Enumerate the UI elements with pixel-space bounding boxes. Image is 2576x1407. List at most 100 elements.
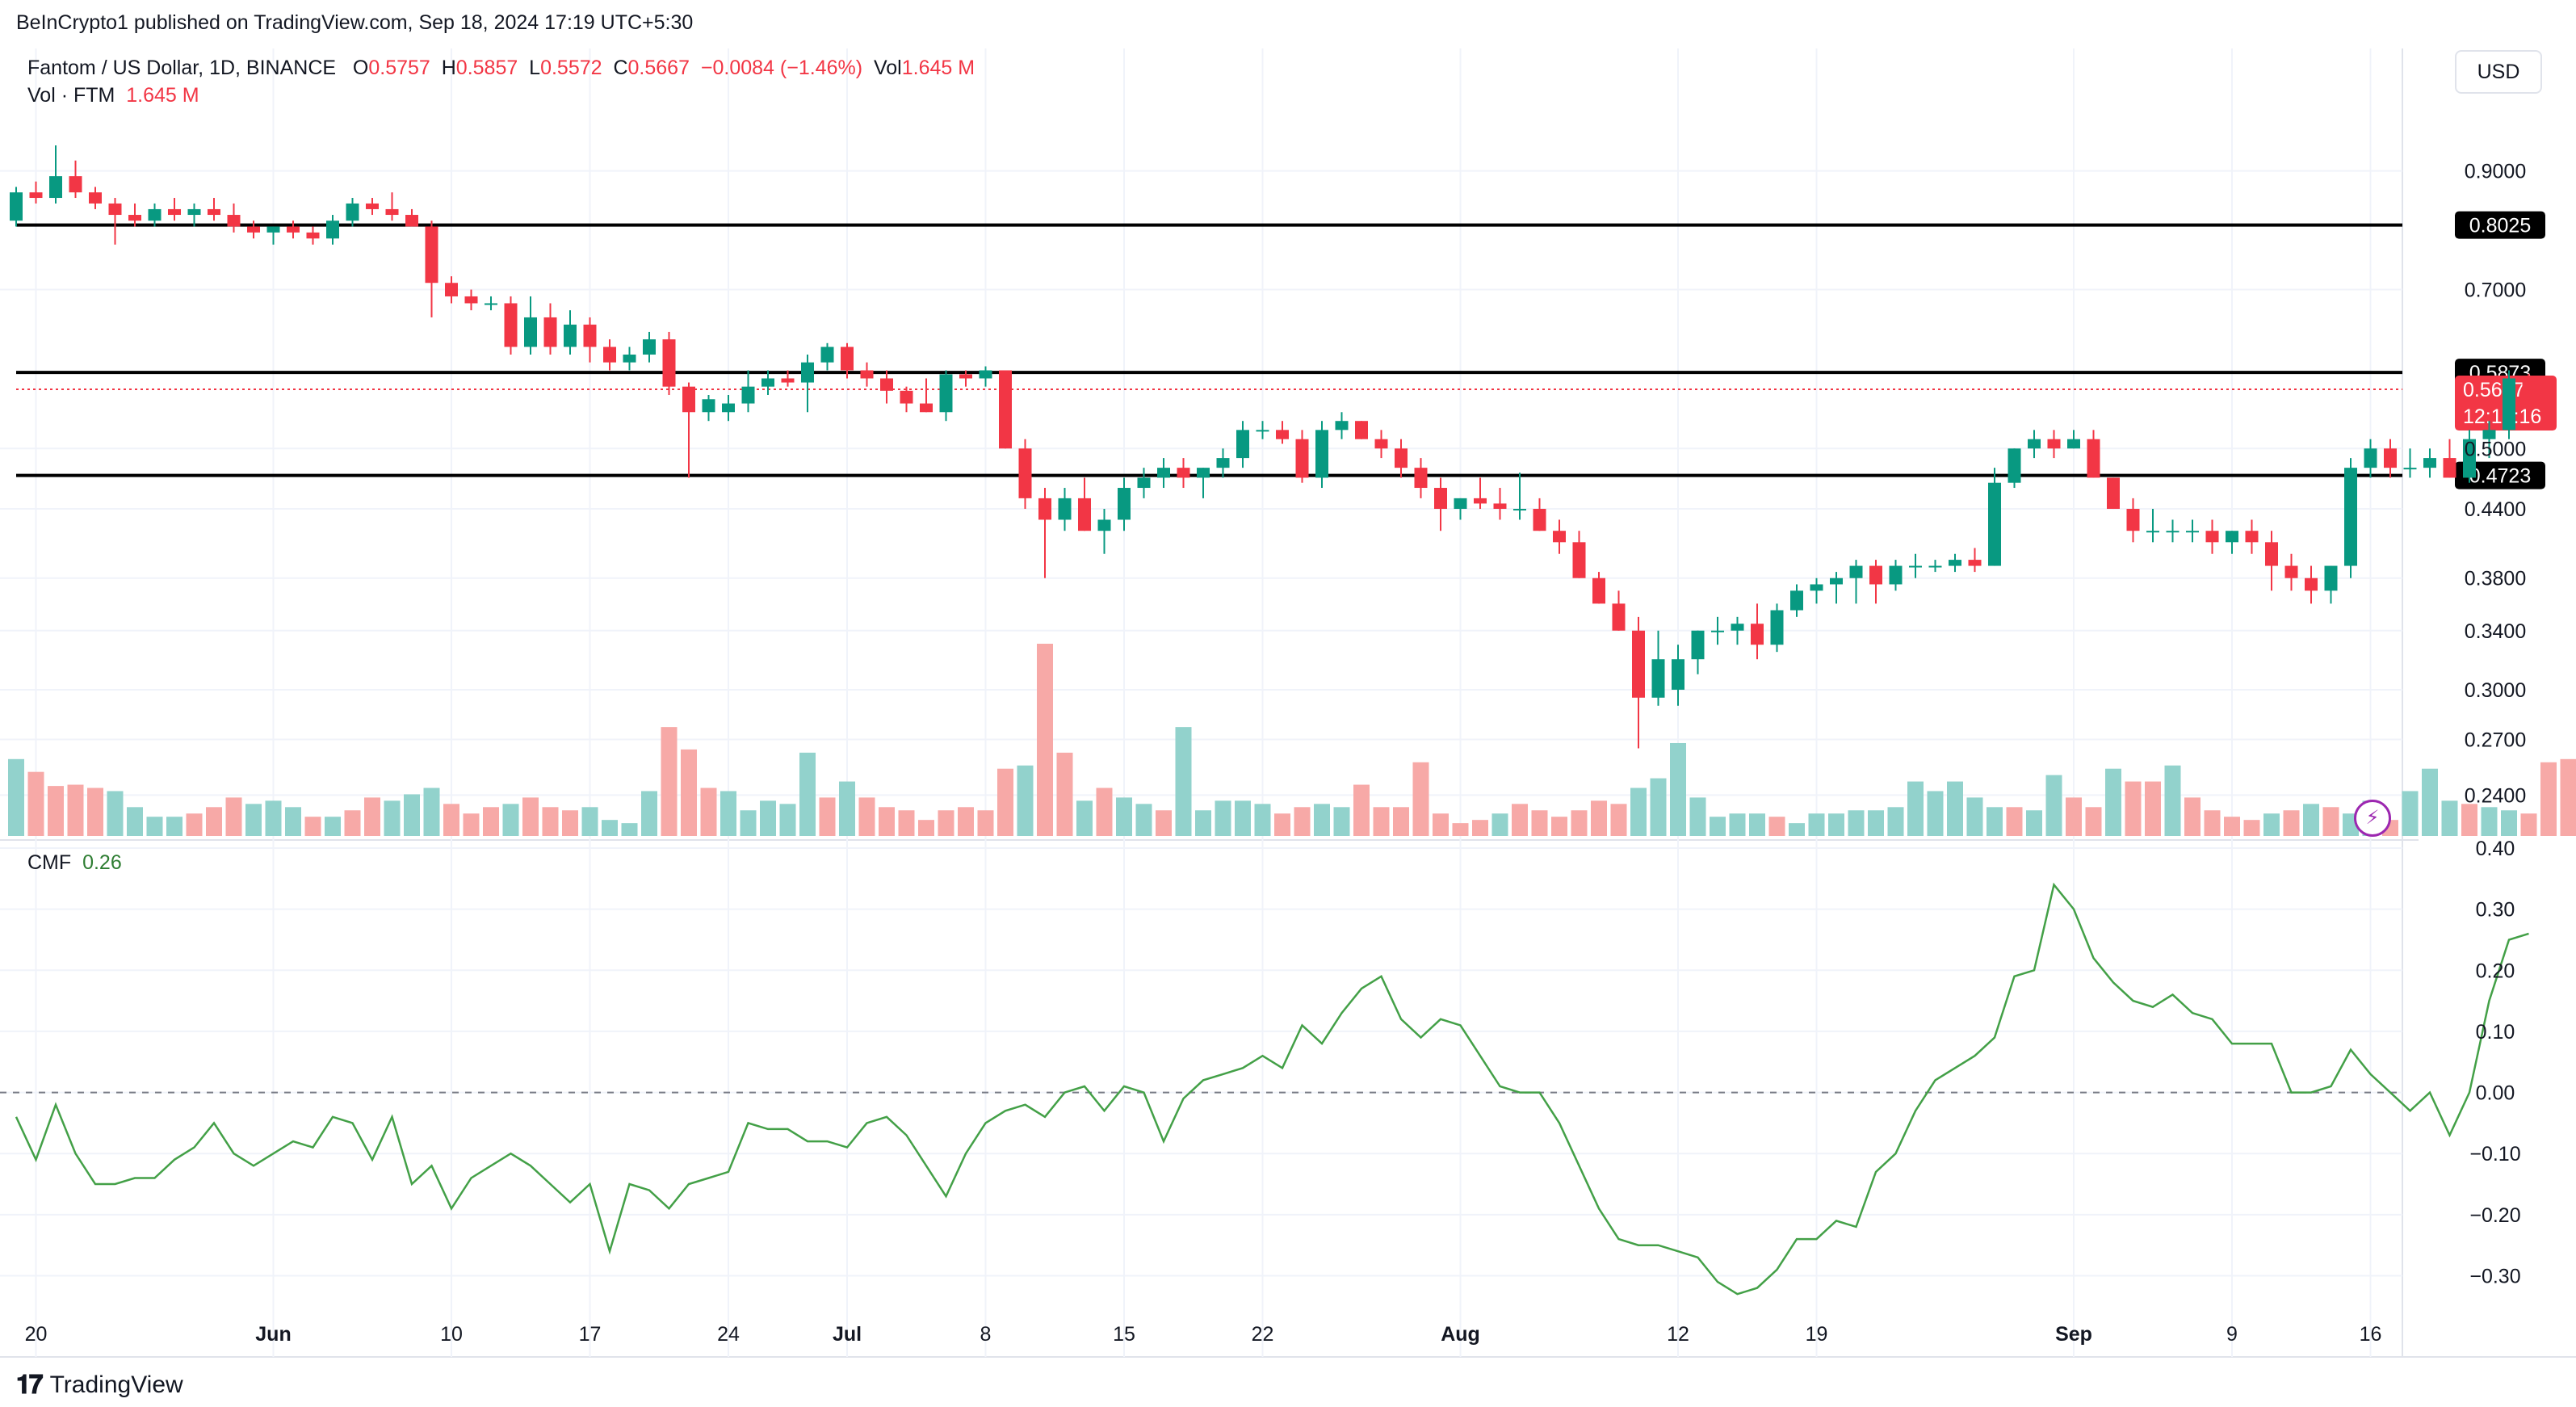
price-tick-label: 0.3800 bbox=[2465, 568, 2526, 590]
candle-body bbox=[1474, 498, 1487, 504]
candle-body bbox=[2205, 531, 2219, 543]
cmf-tick-label: 0.30 bbox=[2476, 899, 2515, 922]
volume-bar bbox=[1235, 800, 1251, 836]
candle-body bbox=[1711, 630, 1724, 632]
candle-body bbox=[2265, 542, 2278, 566]
volume-bar bbox=[681, 749, 697, 836]
candle-body bbox=[1216, 458, 1230, 468]
lightning-icon[interactable]: ⚡ bbox=[2354, 800, 2391, 837]
volume-bar bbox=[2263, 813, 2280, 836]
candle-body bbox=[1691, 630, 1705, 660]
cmf-tick-label: 0.10 bbox=[2476, 1021, 2515, 1044]
volume-bar bbox=[1551, 817, 1567, 836]
candle-body bbox=[880, 378, 893, 391]
candle-body bbox=[841, 346, 854, 371]
candle-body bbox=[2324, 565, 2338, 591]
volume-bar bbox=[2224, 817, 2240, 836]
candle-body bbox=[128, 215, 141, 221]
symbol-legend: Fantom / US Dollar, 1D, BINANCE O0.5757 … bbox=[27, 57, 975, 79]
candle-body bbox=[2503, 378, 2515, 430]
volume-bar bbox=[1135, 804, 1152, 836]
volume-bar bbox=[581, 807, 598, 836]
candle-body bbox=[1810, 584, 1823, 591]
axes: 0.9000 0.7000 0.5000 0.4400 0.3800 0.3400 0.30… bbox=[25, 161, 2527, 1346]
candle-body bbox=[900, 390, 913, 404]
candle-body bbox=[2166, 531, 2180, 533]
volume-bar bbox=[2322, 807, 2339, 836]
candle-body bbox=[227, 215, 241, 227]
candle-body bbox=[543, 317, 557, 347]
volume-bar bbox=[1591, 800, 1607, 836]
volume-bar bbox=[304, 817, 321, 836]
candle-body bbox=[306, 232, 320, 239]
candle-body bbox=[504, 303, 518, 347]
candle-body bbox=[2344, 468, 2357, 566]
volume-bar bbox=[1789, 823, 1805, 836]
candle-body bbox=[1276, 430, 1289, 439]
candle-body bbox=[2186, 531, 2199, 533]
volume-bar bbox=[1333, 807, 1350, 836]
candle-body bbox=[1988, 482, 2001, 566]
candle-body bbox=[979, 370, 992, 379]
volume-bar bbox=[1987, 807, 2003, 836]
candle-body bbox=[2403, 468, 2417, 470]
close-value: 0.5667 bbox=[627, 57, 690, 79]
volume-bar bbox=[2441, 800, 2458, 836]
candle-body bbox=[1632, 630, 1645, 698]
time-tick-label: Jun bbox=[255, 1323, 291, 1346]
volume-bar bbox=[779, 804, 796, 836]
time-tick-label: 10 bbox=[440, 1323, 463, 1346]
volume-bar bbox=[2184, 797, 2201, 836]
level-label: 0.8025 bbox=[2469, 215, 2531, 237]
candle-body bbox=[1078, 498, 1091, 531]
candle-body bbox=[939, 374, 953, 413]
currency-button[interactable]: USD bbox=[2455, 50, 2542, 94]
cmf-series-line bbox=[15, 882, 2529, 1296]
candle-body bbox=[2008, 448, 2021, 483]
volume-bar bbox=[858, 797, 875, 836]
volume-bar bbox=[2006, 807, 2023, 836]
candle-body bbox=[2364, 448, 2377, 468]
candle-body bbox=[2245, 531, 2259, 543]
candle-body bbox=[89, 192, 102, 204]
time-tick-label: 8 bbox=[980, 1323, 992, 1346]
candle-body bbox=[2305, 578, 2318, 591]
volume-bar bbox=[602, 820, 618, 836]
volume-bar bbox=[225, 797, 242, 836]
volume-bar bbox=[1452, 823, 1469, 836]
volume-bar bbox=[1571, 810, 1588, 836]
candle-body bbox=[524, 317, 537, 347]
candle-body bbox=[168, 208, 181, 216]
candle-body bbox=[148, 208, 162, 221]
grid-lines bbox=[0, 48, 2576, 1358]
candle-body bbox=[10, 192, 23, 221]
candle-body bbox=[2284, 565, 2298, 578]
volume-bar bbox=[997, 768, 1013, 836]
volume-bars bbox=[8, 644, 2576, 836]
candle-body bbox=[1236, 430, 1249, 459]
volume-bar bbox=[799, 752, 816, 836]
volume-bar bbox=[2066, 797, 2082, 836]
volume-bar bbox=[483, 807, 499, 836]
candle-body bbox=[1157, 468, 1170, 478]
volume-bar bbox=[502, 804, 519, 836]
volume-bar bbox=[819, 797, 836, 836]
volume-bar bbox=[661, 727, 678, 836]
candle-body bbox=[346, 203, 359, 221]
volume-bar bbox=[1650, 778, 1667, 836]
candle-body bbox=[1414, 468, 1428, 489]
cmf-tick-label: 0.20 bbox=[2476, 960, 2515, 982]
volume-bar bbox=[146, 817, 163, 836]
volume-bar bbox=[2105, 768, 2121, 836]
volume-bar bbox=[1710, 817, 1726, 836]
volume-bar bbox=[1017, 765, 1034, 836]
low-value: 0.5572 bbox=[540, 57, 602, 79]
volume-bar bbox=[2204, 810, 2221, 836]
publisher-caption: BeInCrypto1 published on TradingView.com… bbox=[16, 11, 694, 34]
volume-bar bbox=[1808, 813, 1825, 836]
candle-body bbox=[1849, 565, 1863, 578]
volume-bar bbox=[1037, 644, 1053, 836]
candle-body bbox=[1770, 610, 1784, 645]
